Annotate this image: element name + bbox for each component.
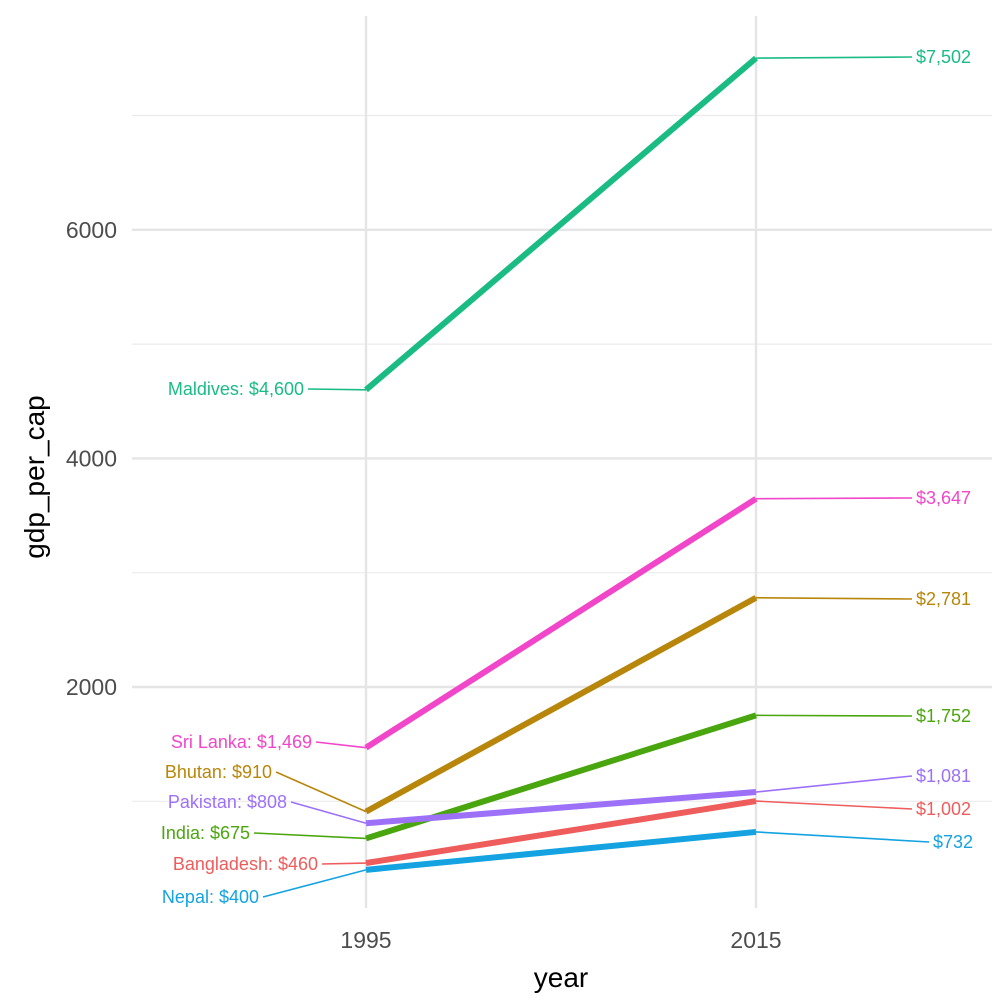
label-start-india: India: $675: [161, 823, 250, 843]
label-start-bhutan: Bhutan: $910: [165, 762, 272, 782]
series-line-nepal: [365, 828, 757, 873]
leader-line-end-bhutan: [755, 596, 913, 600]
leader-line-end-india: [755, 714, 913, 717]
label-end-india: $1,752: [916, 706, 971, 726]
leader-line-end-nepal: [755, 831, 930, 843]
series-line-pakistan: [365, 789, 757, 827]
x-axis-title: year: [534, 962, 588, 993]
leader-line-start-bhutan: [275, 771, 367, 813]
label-start-bangladesh: Bangladesh: $460: [173, 854, 318, 874]
leader-line-start-maldives: [307, 388, 367, 391]
leader-line-end-sri-lanka: [755, 497, 913, 500]
label-start-maldives: Maldives: $4,600: [168, 379, 304, 399]
leader-line-end-maldives: [755, 56, 913, 59]
leader-line-end-bangladesh: [755, 800, 913, 810]
series-line-sri-lanka: [364, 496, 758, 751]
label-start-nepal: Nepal: $400: [162, 887, 259, 907]
x-tick-label: 1995: [340, 927, 391, 953]
series-line-maldives: [364, 55, 758, 393]
grid-lines: [132, 16, 992, 908]
x-axis-tick-labels: 1995 2015: [340, 927, 781, 953]
leader-line-start-pakistan: [290, 801, 367, 825]
label-end-bangladesh: $1,002: [916, 799, 971, 819]
label-end-maldives: $7,502: [916, 47, 971, 67]
leader-line-start-nepal: [262, 869, 367, 898]
point-labels: Maldives: $4,600 $7,502 Sri Lanka: $1,469 $…: [161, 47, 973, 907]
leader-line-start-bangladesh: [321, 862, 367, 865]
y-tick-label: 6000: [66, 217, 117, 243]
y-tick-label: 4000: [66, 445, 117, 471]
label-start-sri-lanka: Sri Lanka: $1,469: [171, 732, 312, 752]
series-line-bangladesh: [365, 798, 757, 866]
label-end-bhutan: $2,781: [916, 589, 971, 609]
label-end-nepal: $732: [933, 832, 973, 852]
series-line-bhutan: [364, 595, 758, 815]
series-lines: [364, 55, 758, 873]
leader-line-start-india: [253, 832, 367, 840]
label-start-pakistan: Pakistan: $808: [168, 792, 287, 812]
y-tick-label: 2000: [66, 674, 117, 700]
y-axis-title: gdp_per_cap: [19, 395, 50, 558]
x-tick-label: 2015: [730, 927, 781, 953]
label-leader-lines: [253, 56, 930, 898]
leader-line-start-sri-lanka: [315, 741, 367, 749]
label-end-sri-lanka: $3,647: [916, 488, 971, 508]
label-end-pakistan: $1,081: [916, 766, 971, 786]
y-axis-tick-labels: 2000 4000 6000: [66, 217, 117, 700]
leader-line-end-pakistan: [755, 775, 913, 793]
